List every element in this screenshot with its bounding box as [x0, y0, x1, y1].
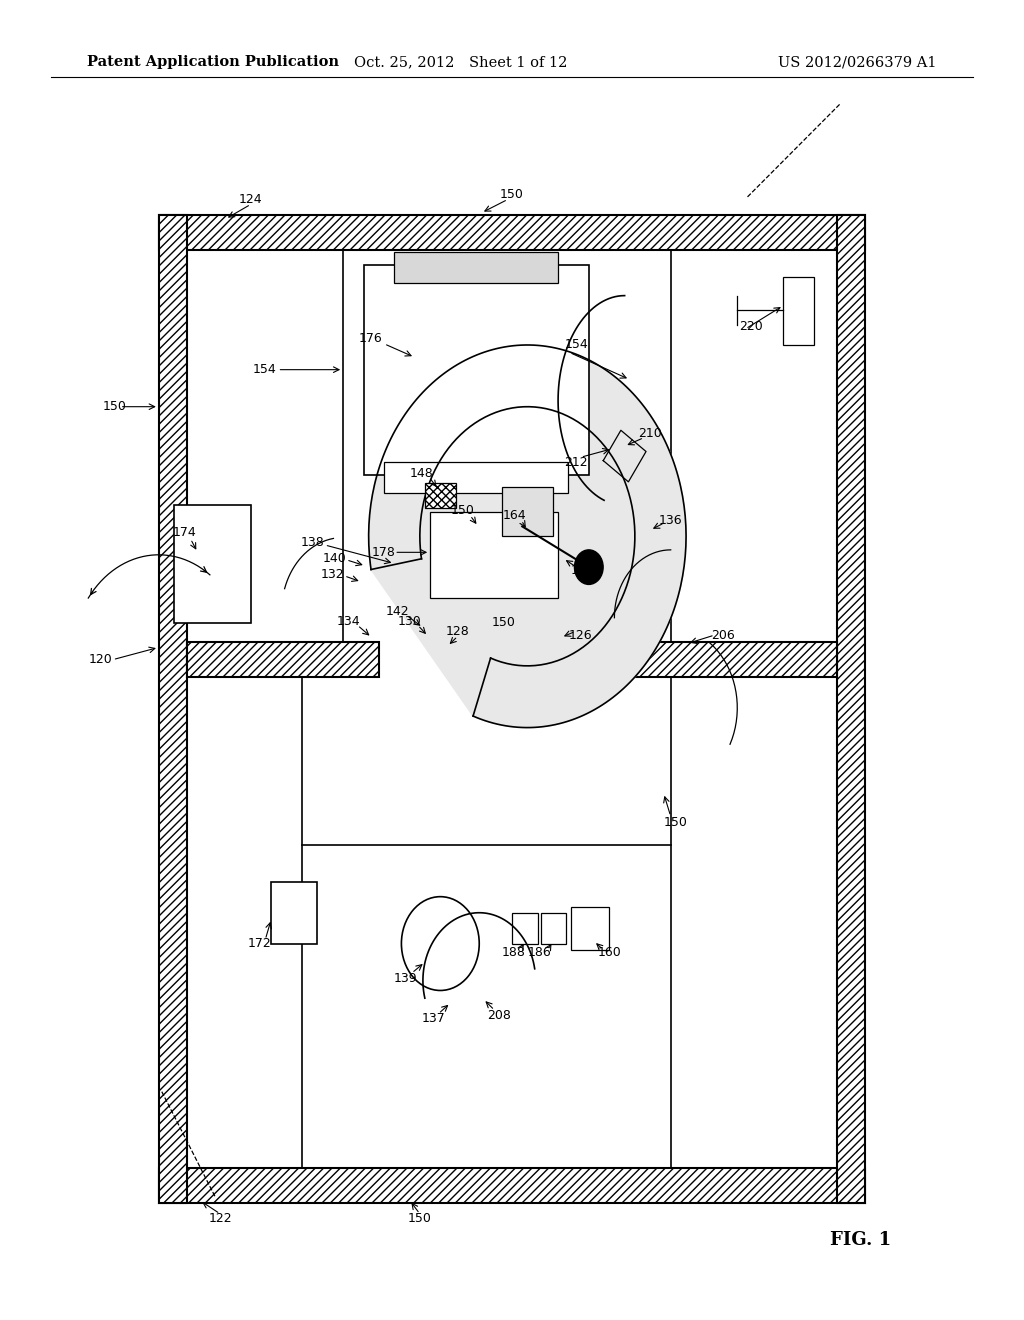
- Text: FIG. 1: FIG. 1: [829, 1230, 891, 1249]
- Bar: [425, 483, 456, 508]
- Bar: [187, 249, 837, 1168]
- Text: 150: 150: [492, 616, 516, 630]
- Text: 140: 140: [323, 552, 347, 565]
- Text: 132: 132: [321, 568, 345, 581]
- Bar: [430, 512, 558, 598]
- Text: 126: 126: [568, 628, 593, 642]
- Bar: [364, 265, 589, 475]
- Text: 210: 210: [638, 428, 663, 441]
- Circle shape: [401, 896, 479, 990]
- Text: 128: 128: [445, 624, 470, 638]
- Text: 150: 150: [408, 1212, 432, 1225]
- Text: 164: 164: [502, 508, 526, 521]
- Bar: [159, 215, 187, 1203]
- Bar: [384, 462, 568, 494]
- Text: Patent Application Publication: Patent Application Publication: [87, 55, 339, 69]
- Bar: [159, 215, 865, 249]
- Text: 220: 220: [738, 319, 763, 333]
- Text: 148: 148: [410, 467, 434, 480]
- Text: 154: 154: [252, 363, 276, 376]
- Text: 130: 130: [397, 615, 422, 628]
- Text: 208: 208: [486, 1008, 511, 1022]
- Bar: [541, 912, 566, 944]
- Text: 134: 134: [336, 615, 360, 628]
- Bar: [159, 1168, 865, 1203]
- Bar: [837, 215, 865, 1203]
- Bar: [571, 907, 609, 950]
- Text: 206: 206: [711, 628, 735, 642]
- Text: 212: 212: [563, 455, 588, 469]
- Bar: [271, 882, 317, 944]
- Bar: [486, 643, 837, 677]
- Text: 124: 124: [239, 193, 263, 206]
- Text: 150: 150: [664, 816, 688, 829]
- Polygon shape: [369, 345, 686, 727]
- Text: 150: 150: [102, 400, 127, 413]
- Text: 138: 138: [300, 536, 325, 549]
- Text: 120: 120: [88, 653, 113, 667]
- Text: 136: 136: [658, 513, 683, 527]
- Text: 150: 150: [451, 504, 475, 517]
- Bar: [394, 252, 558, 284]
- Text: 162: 162: [570, 565, 595, 577]
- Bar: [174, 506, 251, 623]
- Text: US 2012/0266379 A1: US 2012/0266379 A1: [778, 55, 937, 69]
- Text: 186: 186: [527, 945, 552, 958]
- Text: 176: 176: [358, 333, 383, 346]
- Text: 174: 174: [172, 527, 197, 539]
- Text: 154: 154: [564, 338, 589, 351]
- Bar: [512, 912, 538, 944]
- Text: Oct. 25, 2012 Sheet 1 of 12: Oct. 25, 2012 Sheet 1 of 12: [354, 55, 567, 69]
- Text: 150: 150: [500, 187, 524, 201]
- Text: 137: 137: [421, 1012, 445, 1026]
- Text: 122: 122: [208, 1212, 232, 1225]
- Text: 139: 139: [393, 972, 418, 985]
- Text: 160: 160: [597, 945, 622, 958]
- Bar: [502, 487, 553, 536]
- Text: 142: 142: [385, 605, 410, 618]
- Text: 188: 188: [502, 945, 526, 958]
- Text: 178: 178: [372, 546, 396, 558]
- Bar: [783, 277, 814, 345]
- Circle shape: [574, 550, 603, 585]
- Bar: [187, 643, 379, 677]
- Text: 172: 172: [247, 937, 271, 950]
